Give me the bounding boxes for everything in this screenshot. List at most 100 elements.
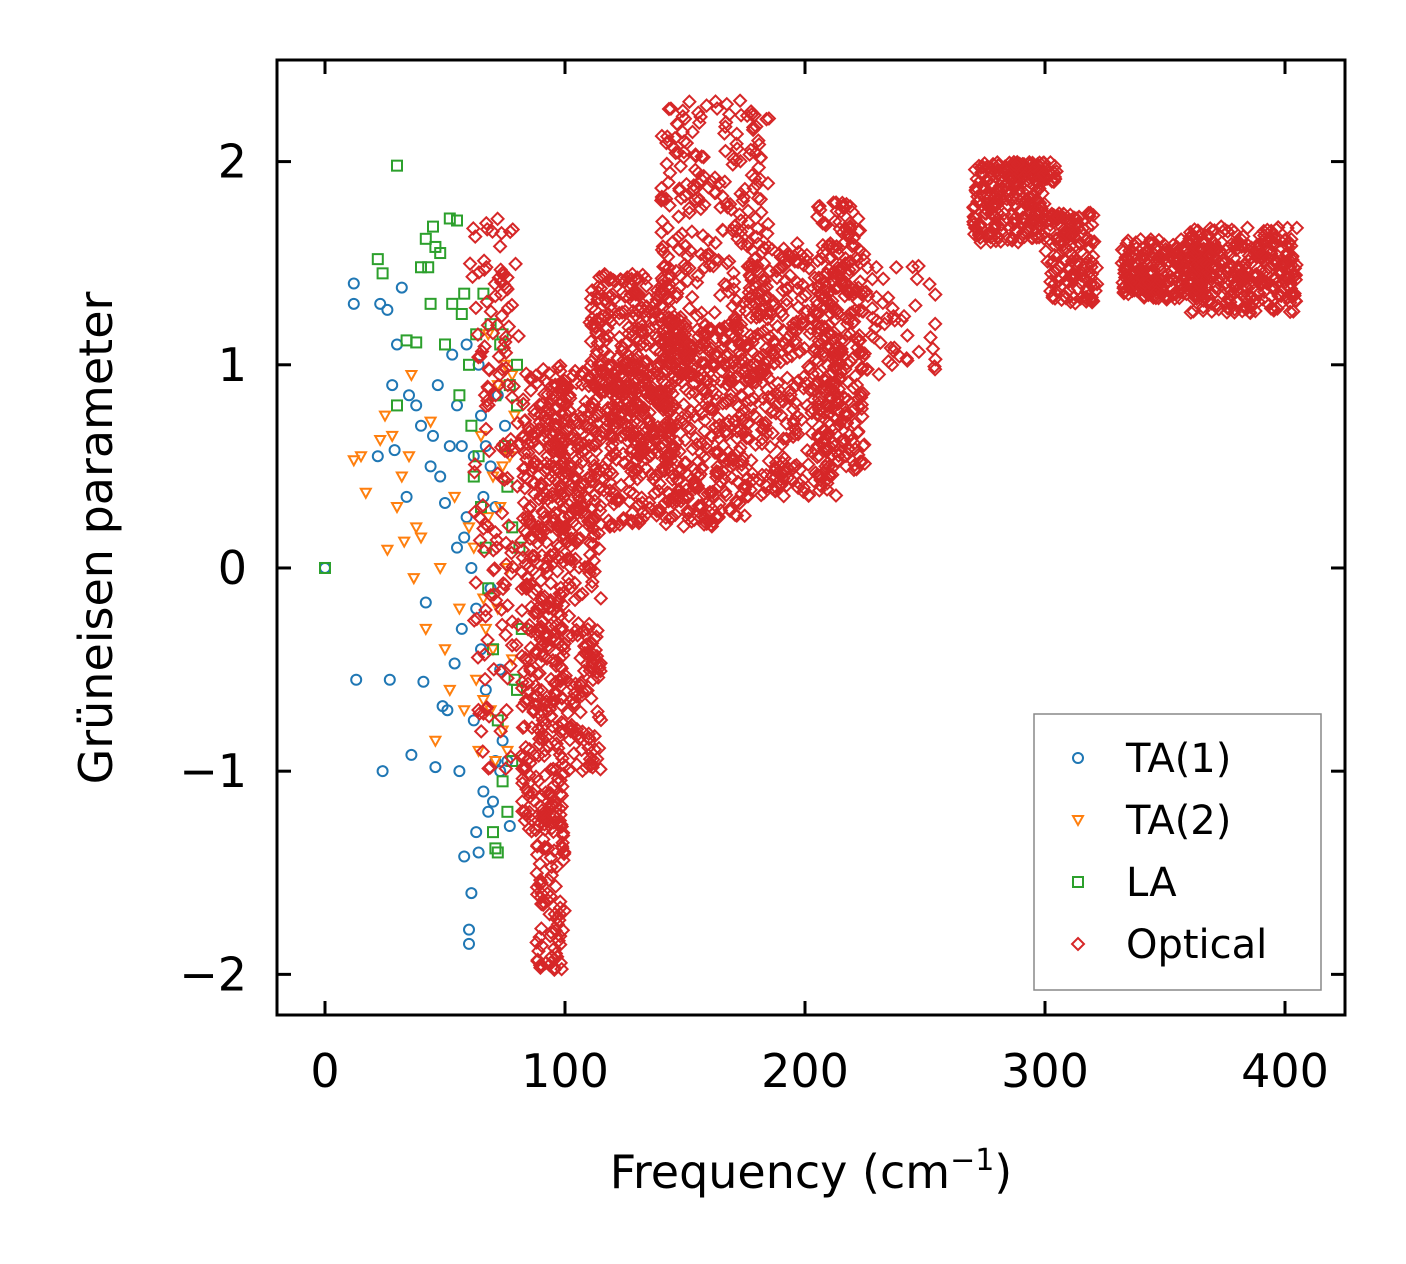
data-point — [534, 886, 550, 902]
data-point — [467, 457, 483, 472]
data-point — [319, 561, 331, 574]
x-axis-title-main: Frequency (cm — [610, 1145, 950, 1199]
x-axis-title-suffix: ) — [994, 1145, 1012, 1199]
data-point — [533, 896, 549, 912]
data-point — [545, 652, 561, 668]
data-point — [468, 300, 484, 316]
data-point — [575, 410, 591, 426]
data-point — [490, 211, 506, 227]
data-point — [465, 887, 478, 900]
data-point — [533, 921, 549, 936]
data-point — [463, 358, 475, 371]
data-point — [576, 663, 592, 679]
data-point — [661, 291, 676, 306]
data-point — [390, 502, 404, 515]
data-point — [636, 382, 652, 398]
data-point — [698, 385, 714, 401]
data-point — [550, 461, 566, 477]
data-point — [635, 359, 651, 375]
data-point — [533, 573, 549, 589]
data-point — [415, 261, 427, 274]
data-point — [667, 439, 683, 455]
data-point — [419, 232, 432, 245]
data-point — [517, 758, 533, 774]
data-point — [493, 723, 509, 739]
data-point — [539, 651, 555, 666]
data-point — [595, 356, 611, 372]
data-point — [465, 561, 478, 574]
data-point — [543, 671, 559, 687]
data-point — [578, 419, 594, 435]
data-point — [441, 704, 454, 717]
data-point — [544, 820, 560, 836]
data-point — [503, 658, 518, 674]
data-point — [622, 484, 638, 500]
data-point — [556, 641, 572, 657]
data-point — [516, 469, 532, 484]
data-point — [469, 611, 485, 627]
data-point — [630, 429, 646, 445]
data-point — [455, 622, 468, 635]
data-point — [482, 805, 495, 818]
data-point — [521, 617, 537, 633]
data-point — [504, 637, 520, 653]
data-point — [522, 531, 538, 547]
data-point — [535, 831, 551, 847]
data-point — [584, 654, 600, 670]
data-point — [526, 476, 542, 492]
data-point — [640, 505, 655, 521]
data-point — [671, 484, 687, 500]
data-point — [386, 379, 399, 392]
data-point — [631, 332, 647, 348]
x-tick-label: 100 — [521, 1044, 609, 1098]
data-point — [539, 455, 554, 471]
data-point — [504, 390, 520, 405]
data-point — [407, 573, 421, 586]
data-point — [609, 493, 625, 509]
data-point — [480, 632, 495, 648]
data-point — [555, 638, 571, 654]
data-point — [614, 304, 630, 320]
data-point — [529, 535, 545, 551]
data-point — [493, 709, 509, 725]
data-point — [618, 402, 634, 418]
data-point — [347, 277, 360, 290]
data-point — [722, 387, 738, 403]
data-point — [447, 491, 462, 504]
data-point — [565, 368, 581, 384]
data-point — [472, 533, 488, 548]
data-point — [521, 501, 537, 517]
data-point — [591, 290, 607, 306]
data-point — [561, 762, 577, 778]
data-point — [643, 448, 659, 463]
data-point — [591, 541, 607, 557]
data-point — [460, 511, 473, 524]
data-point — [602, 375, 617, 391]
data-point — [538, 559, 554, 575]
data-point — [548, 911, 564, 927]
data-point — [649, 357, 665, 373]
data-point — [515, 771, 531, 787]
data-point — [517, 522, 532, 538]
data-point — [504, 545, 519, 561]
legend: TA(1) TA(2) LA Optical — [1033, 713, 1322, 991]
data-point — [611, 379, 627, 395]
data-point — [486, 661, 502, 677]
y-tick-label: 2 — [218, 135, 247, 189]
data-point — [538, 405, 554, 421]
data-point — [503, 437, 519, 453]
data-point — [539, 461, 555, 477]
data-point — [503, 566, 519, 581]
data-point — [463, 923, 475, 936]
data-point — [458, 531, 471, 544]
data-point — [564, 691, 580, 707]
data-point — [580, 621, 596, 637]
data-point — [480, 379, 496, 395]
data-point — [405, 748, 418, 761]
data-point — [563, 539, 579, 554]
data-point — [395, 281, 408, 294]
data-point — [603, 411, 619, 427]
data-point — [543, 709, 559, 724]
data-point — [543, 924, 559, 940]
